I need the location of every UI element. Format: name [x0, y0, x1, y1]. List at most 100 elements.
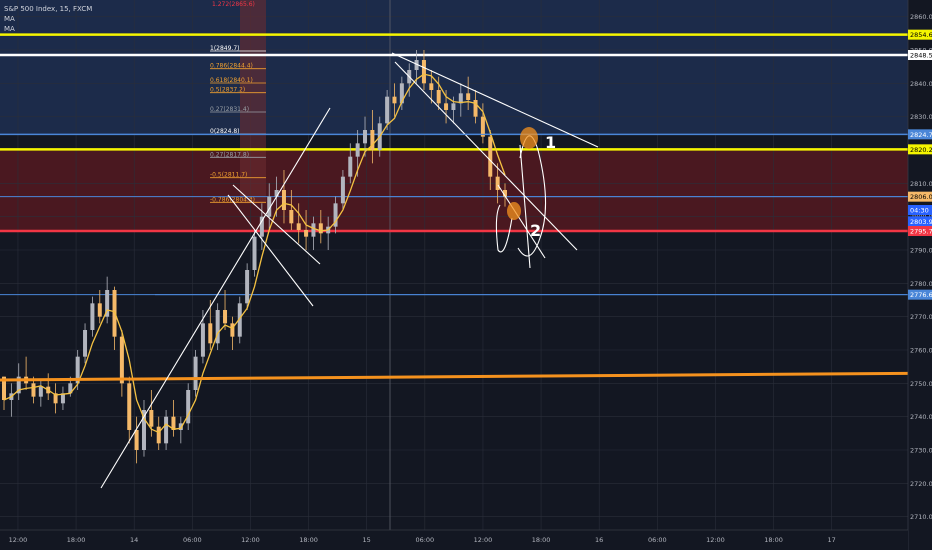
candle-body-42	[311, 223, 316, 237]
candle-body-45	[333, 203, 338, 227]
moving-averages	[0, 73, 909, 434]
price-tag-bg-4	[908, 191, 932, 202]
candle-body-31	[230, 323, 235, 337]
y-tick-7: 2780.0	[910, 280, 932, 288]
price-tag-4: 2806.0	[908, 191, 932, 202]
candle-body-36	[267, 196, 272, 217]
trend-drawings[interactable]: 12	[100, 52, 599, 489]
candle-body-47	[348, 156, 353, 177]
candle-body-2	[16, 376, 21, 394]
candle-body-59	[436, 90, 441, 104]
y-tick-3: 2740.0	[910, 413, 932, 421]
fib-label-5: 0(2824.8)	[210, 128, 240, 135]
candle-body-38	[281, 190, 286, 210]
candle-body-58	[429, 83, 434, 90]
price-tag-text-6: 2803.9	[910, 218, 932, 226]
candle-body-27	[200, 323, 205, 357]
candle-body-54	[399, 83, 404, 104]
candle-body-10	[75, 356, 80, 384]
price-tag-7: 2795.7	[908, 226, 932, 236]
candle-body-46	[340, 176, 345, 204]
y-tick-15: 2860.0	[910, 13, 932, 21]
candle-body-28	[208, 323, 213, 344]
price-tag-3: 2820.2	[908, 144, 932, 155]
y-tick-2: 2730.0	[910, 447, 932, 455]
ma-short-line	[3, 73, 506, 434]
candle-body-37	[274, 190, 279, 197]
time-axis-bg	[0, 530, 908, 550]
price-tag-5: 04:30	[908, 205, 932, 215]
fib-label-0: 1(2849.7)	[210, 45, 240, 52]
candle-body-22	[164, 416, 169, 444]
price-tag-bg-0	[908, 29, 932, 40]
y-tick-6: 2770.0	[910, 313, 932, 321]
x-tick-14: 17	[828, 536, 836, 544]
candle-body-60	[444, 103, 449, 110]
price-tag-bg-2	[908, 129, 932, 140]
price-tag-bg-7	[908, 226, 932, 236]
fib-label-6: 0.27(2817.8)	[210, 151, 249, 158]
candle-body-63	[466, 93, 471, 100]
x-tick-3: 06:00	[183, 536, 202, 544]
fib-label-4: 0.27(2831.4)	[210, 106, 249, 113]
candle-body-35	[259, 216, 264, 237]
price-tag-6: 2803.9	[908, 216, 932, 227]
fib-label-3: 0.5(2837.2)	[210, 87, 245, 94]
price-tag-bg-1	[908, 50, 932, 60]
trendline-3	[391, 52, 599, 148]
price-tag-1: 2848.5	[908, 50, 932, 60]
symbol-title[interactable]: S&P 500 Index, 15, FXCM	[4, 5, 93, 13]
zone-blue	[0, 0, 908, 135]
y-tick-5: 2760.0	[910, 347, 932, 355]
price-tag-text-0: 2854.6	[910, 31, 932, 39]
candle-body-32	[237, 303, 242, 337]
price-axis-bg	[908, 0, 932, 550]
candle-body-17	[127, 383, 132, 430]
candle-body-65	[480, 116, 485, 137]
marker-1	[520, 127, 538, 149]
candle-body-13	[97, 303, 102, 317]
x-tick-11: 06:00	[648, 536, 667, 544]
candle-body-16	[119, 336, 124, 384]
horizontal-price-levels[interactable]	[0, 33, 908, 296]
y-tick-0: 2710.0	[910, 513, 932, 521]
candle-body-7	[53, 393, 58, 404]
x-tick-8: 12:00	[474, 536, 493, 544]
candle-body-26	[193, 356, 198, 390]
x-tick-13: 18:00	[764, 536, 783, 544]
y-tick-4: 2750.0	[910, 380, 932, 388]
candle-body-57	[421, 60, 426, 84]
price-tag-text-8: 2776.6	[910, 291, 932, 299]
candle-body-25	[186, 390, 191, 424]
price-tag-bg-3	[908, 144, 932, 155]
price-axis[interactable]: 2710.0 2720.0 2730.0 2740.0 2750.0 2760.0 2770…	[907, 0, 932, 550]
price-tag-text-3: 2820.2	[910, 146, 932, 154]
x-tick-0: 12:00	[9, 536, 28, 544]
price-tag-0: 2854.6	[908, 29, 932, 40]
trendline-4	[394, 61, 578, 251]
price-tag-2: 2824.7	[908, 129, 932, 140]
price-tag-text-7: 2795.7	[910, 228, 932, 236]
fib-label-2: 0.618(2840.1)	[210, 77, 253, 84]
x-tick-12: 12:00	[706, 536, 725, 544]
fib-label-7: -0.5(2811.7)	[210, 172, 247, 179]
annotation-1: 1	[545, 133, 556, 152]
price-tag-text-4: 2806.0	[910, 193, 932, 201]
candle-body-67	[495, 176, 500, 190]
fib-label-1: 0.786(2844.4)	[210, 63, 253, 70]
indicator-ma-2[interactable]: MA	[4, 25, 15, 33]
background-zones	[0, 0, 908, 231]
price-tags: 2854.6 2848.5 2824.7 2820.2 2806.0 04:30 2803.…	[908, 29, 932, 300]
candle-body-53	[392, 96, 397, 104]
candle-body-62	[458, 93, 463, 104]
candle-body-19	[141, 410, 146, 450]
trendline-2	[227, 194, 314, 307]
projection-arc-2	[495, 204, 513, 253]
time-axis[interactable]: 12:00 18:00 14 06:00 12:00 18:00 15 06:00 12:00 1…	[0, 529, 908, 550]
candle-body-50	[370, 130, 375, 150]
candle-body-56	[414, 60, 419, 70]
x-tick-2: 14	[130, 536, 138, 544]
indicator-ma-1[interactable]: MA	[4, 15, 15, 23]
candle-body-49	[363, 130, 368, 144]
